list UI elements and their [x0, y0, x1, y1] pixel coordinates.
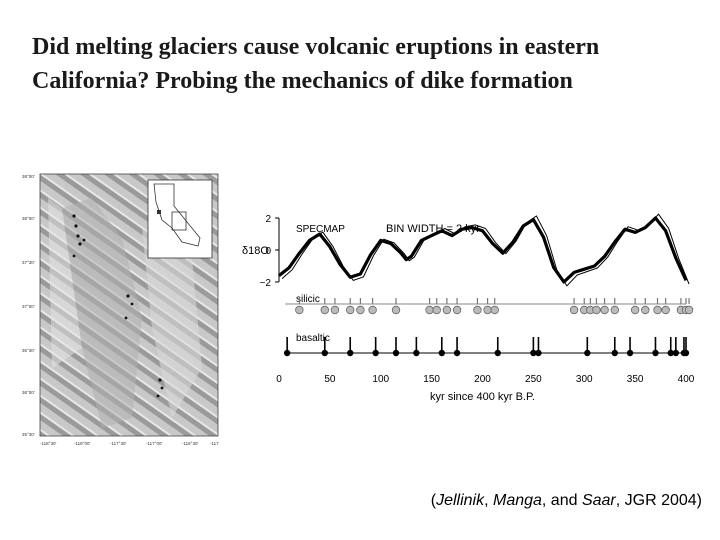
x-tick-label: 400	[678, 374, 695, 385]
y-axis-label: δ18O	[242, 245, 269, 257]
x-tick-label: 100	[372, 374, 389, 385]
lon-label: -118°30'	[40, 441, 56, 446]
basaltic-point	[682, 349, 690, 357]
basaltic-label: basaltic	[296, 333, 330, 344]
silicic-point	[391, 305, 401, 315]
lon-label: -117	[210, 441, 219, 446]
basaltic-point	[453, 349, 461, 357]
lat-label: 37°00'	[22, 304, 35, 309]
silicic-point	[356, 305, 365, 315]
lat-label: 38°00'	[22, 174, 35, 179]
silicic-point	[320, 305, 329, 315]
x-tick-label: 150	[423, 374, 440, 385]
y-tick-label: −2	[260, 278, 272, 289]
lon-label: -118°00'	[74, 441, 90, 446]
basaltic-point	[535, 349, 542, 357]
basaltic-point	[652, 349, 659, 357]
basaltic-point	[372, 349, 379, 357]
slide-title: Did melting glaciers cause volcanic erup…	[32, 34, 600, 94]
shaded-relief-map: 38°00' 38°00' 37°30' 37°00' 36°30' 36°00…	[22, 173, 219, 446]
silicic-point	[442, 305, 452, 315]
citation: (Jellinik, Manga, and Saar, JGR 2004)	[430, 492, 702, 509]
basaltic-point	[321, 349, 328, 357]
basaltic-point	[438, 349, 445, 357]
latitude-labels: 38°00' 38°00' 37°30' 37°00' 36°30' 36°00…	[22, 174, 35, 437]
lat-label: 36°00'	[22, 390, 35, 395]
basaltic-point	[283, 349, 291, 357]
basaltic-point	[672, 349, 680, 357]
y-tick-label: 0	[265, 246, 271, 257]
basaltic-point	[494, 349, 501, 357]
silicic-point	[630, 305, 640, 315]
x-tick-label: 0	[276, 374, 282, 385]
longitude-labels: -118°30' -118°00' -117°30' -117°00' -116…	[40, 441, 219, 446]
specmap-label: SPECMAP	[296, 224, 345, 235]
volcanic-vent-markers	[72, 214, 164, 398]
silicic-point	[425, 305, 434, 315]
silicic-point	[610, 305, 619, 315]
lon-label: -117°30'	[110, 441, 126, 446]
silicic-point	[641, 305, 650, 315]
citation-author: Jellinik	[436, 492, 485, 509]
basaltic-point	[626, 349, 634, 357]
silicic-point	[452, 305, 462, 315]
citation-author: Manga	[492, 492, 542, 509]
x-tick-label: 350	[627, 374, 644, 385]
inset-map	[147, 179, 213, 259]
bin-width-label: BIN WIDTH = 2 kyr	[386, 223, 480, 235]
specmap-line	[278, 216, 688, 284]
silicic-point	[490, 305, 499, 315]
lat-label: 38°00'	[22, 216, 35, 221]
lat-label: 35°30'	[22, 432, 35, 437]
silicic-point	[569, 305, 579, 315]
inset-label	[157, 210, 161, 214]
x-tick-label: 200	[474, 374, 491, 385]
x-tick-label: 50	[324, 374, 336, 385]
silicic-point	[483, 305, 492, 315]
lat-label: 36°30'	[22, 348, 35, 353]
eruption-record-chart: 2 0 −2 δ18O SPECMAP BIN WIDTH = 2 kyr silicic b…	[242, 213, 695, 403]
x-tick-label: 300	[576, 374, 593, 385]
silicic-point	[368, 305, 377, 315]
x-axis-label: kyr since 400 kyr B.P.	[430, 391, 535, 403]
basaltic-point	[530, 349, 537, 357]
silicic-point	[330, 305, 340, 315]
silicic-label: silicic	[296, 294, 320, 305]
basaltic-point	[392, 349, 400, 357]
silicic-point	[432, 305, 441, 315]
silicic-point	[473, 305, 482, 315]
y-tick-label: 2	[265, 214, 271, 225]
basaltic-point	[667, 349, 674, 357]
basaltic-point	[584, 349, 591, 357]
citation-author: Saar	[581, 492, 616, 509]
silicic-point	[592, 305, 601, 315]
silicic-point	[600, 305, 609, 315]
x-tick-label: 250	[525, 374, 542, 385]
lat-label: 37°30'	[22, 260, 35, 265]
silicic-point	[346, 305, 355, 315]
lon-label: -116°30'	[182, 441, 198, 446]
silicic-point	[295, 305, 304, 315]
silicic-point	[684, 305, 694, 315]
basaltic-point	[347, 349, 354, 357]
specmap-raw-line	[281, 213, 690, 287]
lon-label: -117°00'	[146, 441, 162, 446]
silicic-point	[661, 305, 670, 315]
basaltic-point	[413, 349, 420, 357]
silicic-point	[653, 305, 662, 315]
basaltic-point	[611, 349, 618, 357]
